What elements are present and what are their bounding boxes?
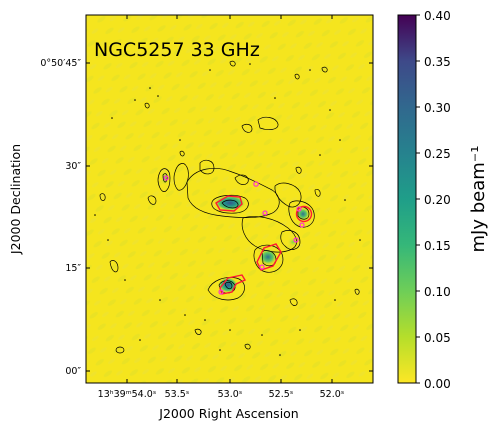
source-west: [160, 170, 170, 186]
region-outlines: [215, 195, 313, 295]
contour-dots: [94, 63, 361, 356]
colorbar-tick-label: 0.40: [424, 9, 451, 23]
y-ticks: [86, 62, 373, 372]
y-tick-label: 0°50′45″: [40, 58, 81, 69]
x-tick-label: 53.0ˢ: [218, 389, 243, 400]
sky-map: NGC5257 33 GHz: [86, 15, 373, 383]
y-tick-label: 15″: [65, 263, 81, 274]
x-tick-label: 52.0ˢ: [320, 389, 345, 400]
region-east: [295, 205, 313, 223]
x-tick-label: 13ʰ39ᵐ54.0ˢ: [98, 389, 157, 400]
colorbar-tick-label: 0.15: [424, 239, 451, 253]
x-ticks: [126, 15, 333, 383]
y-tick-label: 00″: [65, 366, 81, 377]
region-southeast: [256, 243, 282, 271]
map-title: NGC5257 33 GHz: [94, 39, 260, 61]
region-markers: [163, 175, 305, 295]
colorbar-tick-label: 0.05: [424, 331, 451, 345]
colorbar-tick-label: 0.10: [424, 285, 451, 299]
colorbar: [398, 15, 416, 383]
colorbar-ticks: [416, 14, 420, 384]
colorbar-tick-label: 0.35: [424, 55, 451, 69]
region-nucleus: [215, 195, 243, 212]
x-tick-label: 52.5ˢ: [269, 389, 294, 400]
colorbar-tick-label: 0.00: [424, 377, 451, 391]
colorbar-tick-label: 0.20: [424, 193, 451, 207]
colorbar-tick-label: 0.25: [424, 147, 451, 161]
x-axis-label: J2000 Right Ascension: [158, 406, 298, 421]
colorbar-tick-label: 0.30: [424, 101, 451, 115]
x-tick-label: 53.5ˢ: [165, 389, 190, 400]
colorbar-label: mJy beam⁻¹: [468, 146, 489, 253]
y-axis-label: J2000 Declination: [8, 144, 23, 255]
region-south: [219, 274, 247, 295]
y-tick-label: 30″: [65, 161, 81, 172]
contours: [99, 60, 360, 354]
